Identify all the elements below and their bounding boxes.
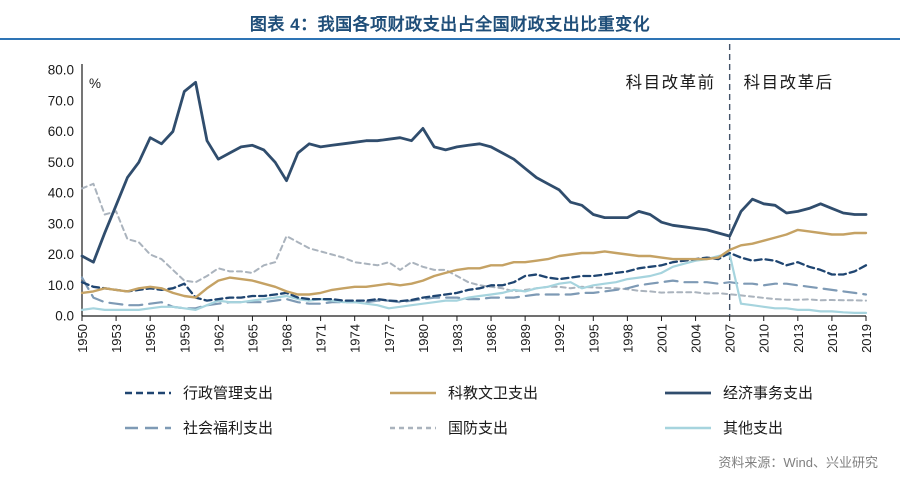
y-tick-label: 60.0 [48,124,74,139]
legend-label: 国防支出 [448,420,509,437]
y-tick-label: 10.0 [48,278,74,293]
x-tick-label: 1995 [586,324,601,353]
x-tick-label: 1968 [280,324,295,353]
chart-canvas: 0.0 10.0 20.0 30.0 40.0 50.0 60.0 70.0 80.0% 1950… [48,44,874,353]
x-tick-label: 1992 [552,324,567,353]
x-tick-label: 1983 [450,324,465,353]
y-tick-label: 50.0 [48,155,74,170]
x-tick-label: 2013 [791,324,806,353]
legend-label: 社会福利支出 [183,420,274,437]
legend-item: 经济事务支出 [665,382,895,403]
x-tick-label: 2004 [689,324,704,353]
x-tick-label: 2019 [859,324,874,353]
annotation-post-reform: 科目改革后 [744,73,834,92]
legend-label: 科教文卫支出 [448,385,539,402]
series-line-2 [80,80,868,264]
x-tick-label: 1977 [382,324,397,353]
x-tick-label: 2007 [723,324,738,353]
legend-line-sample [125,391,171,394]
x-tick-label: 1980 [416,324,431,353]
x-tick-label: 1962 [211,324,226,353]
x-tick-label: 1950 [75,324,90,353]
x-tick-label: 1974 [348,324,363,353]
y-tick-label: 70.0 [48,93,74,108]
series-line-0 [80,251,868,303]
x-tick-label: 1986 [484,324,499,353]
legend-item: 其他支出 [665,417,895,438]
series-line-1 [80,228,868,299]
x-tick-label: 1953 [109,324,124,353]
x-tick-label: 1956 [143,324,158,353]
annotation-pre-reform: 科目改革前 [626,73,716,92]
x-tick-label: 2010 [757,324,772,353]
x-tick-label: 1998 [620,324,635,353]
y-tick-label: 80.0 [48,63,74,78]
source-note: 资料来源：Wind、兴业研究 [718,455,878,470]
legend-item: 科教文卫支出 [390,382,665,403]
legend-line-sample [665,391,711,394]
y-tick-label: 0.0 [55,309,74,324]
legend-item: 国防支出 [390,417,665,438]
legend-item: 社会福利支出 [125,417,390,438]
title-divider [0,38,900,40]
y-tick-label: 20.0 [48,247,74,262]
series-line-5 [80,253,868,314]
legend-line-sample [390,426,436,429]
legend-line-sample [125,426,171,429]
x-tick-label: 1965 [245,324,260,353]
y-tick-label: 30.0 [48,216,74,231]
legend-label: 其他支出 [723,420,784,437]
y-unit-label: % [89,76,101,91]
x-tick-label: 1959 [177,324,192,353]
legend-label: 经济事务支出 [723,385,814,402]
y-tick-label: 40.0 [48,186,74,201]
legend-line-sample [390,391,436,394]
x-tick-label: 2001 [654,324,669,353]
x-tick-label: 1971 [314,324,329,353]
legend-line-sample [665,426,711,429]
series-line-4 [81,182,867,302]
x-tick-label: 2016 [825,324,840,353]
legend-label: 行政管理支出 [183,385,274,402]
legend-item: 行政管理支出 [125,382,390,403]
chart-title: 图表 4：我国各项财政支出占全国财政支出比重变化 [249,15,651,34]
x-tick-label: 1989 [518,324,533,353]
chart-legend: 行政管理支出 科教文卫支出 经济事务支出社会福利支出 国防支出 其他支出 [125,382,895,438]
